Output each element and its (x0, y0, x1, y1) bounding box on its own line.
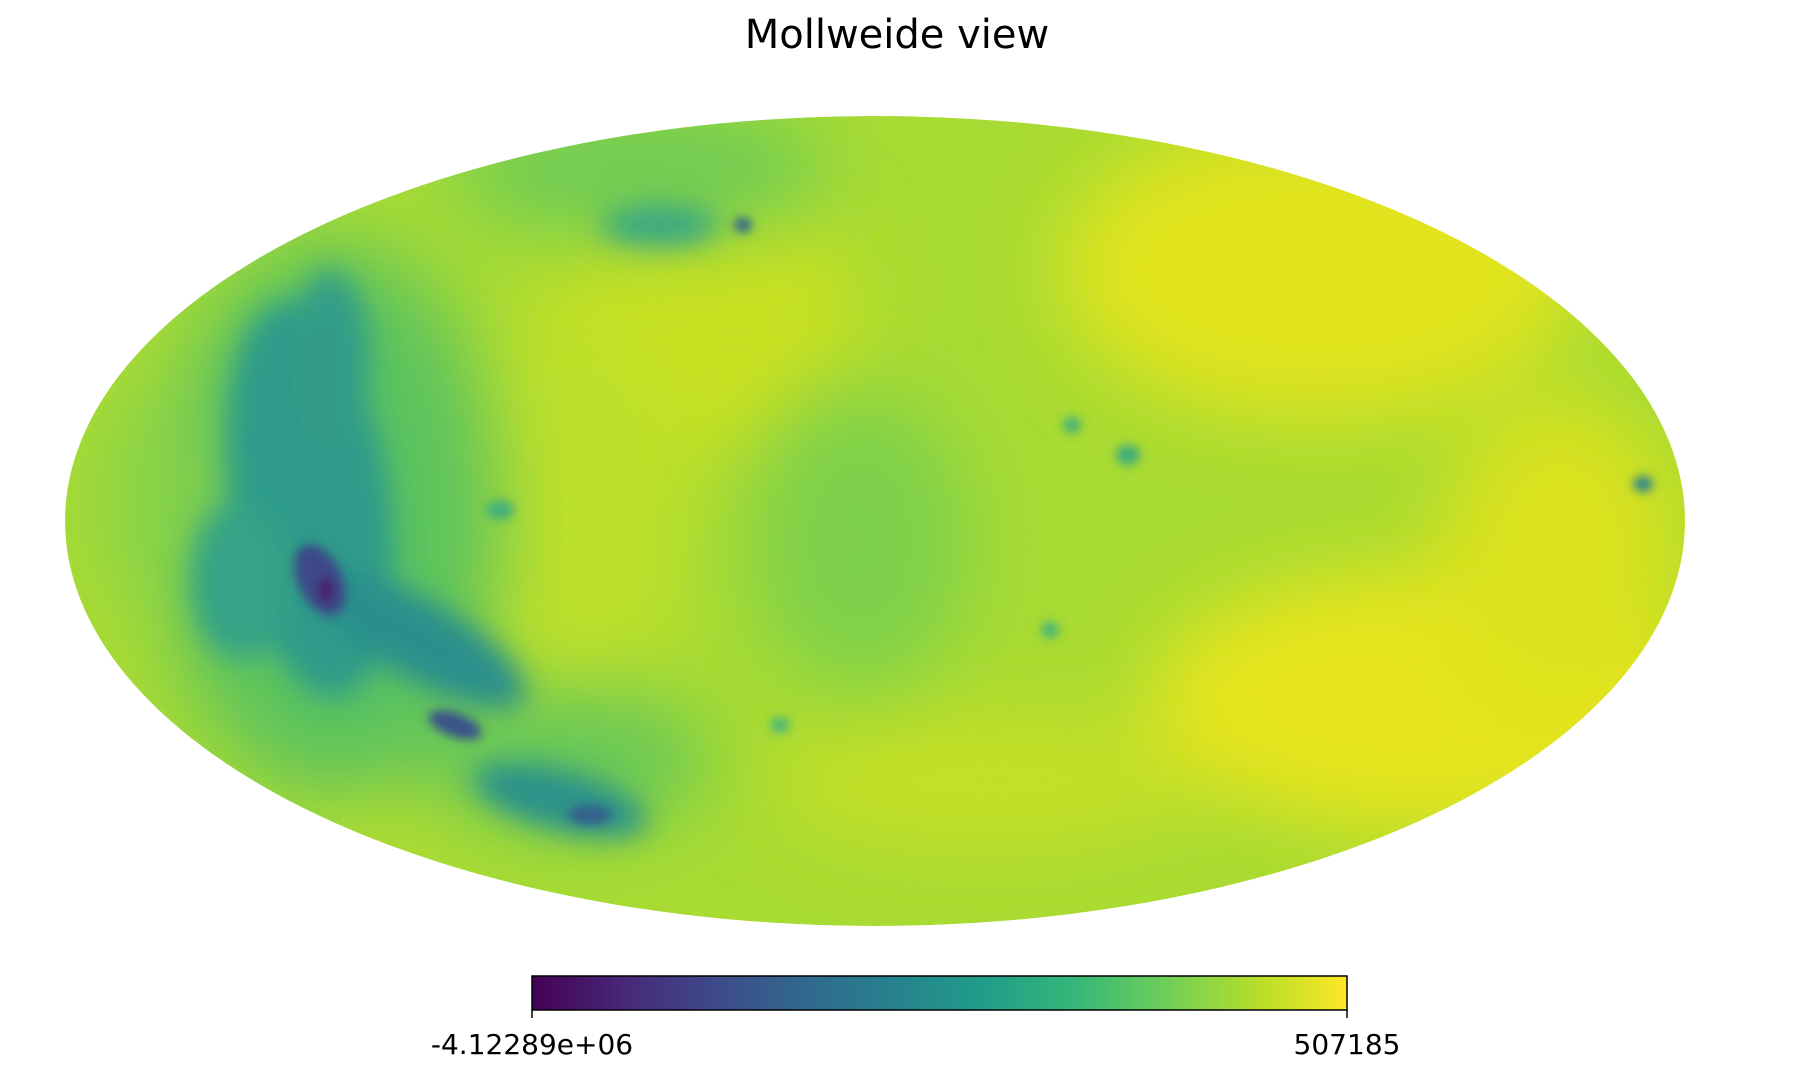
colorbar-min-label: -4.12289e+06 (430, 1028, 634, 1061)
plot-title: Mollweide view (744, 12, 1050, 58)
map-low-band (190, 205, 720, 838)
map-minima (294, 217, 1653, 825)
colorbar-gradient (531, 975, 1348, 1011)
colorbar (531, 975, 1348, 1018)
sky-map-field (65, 116, 1685, 926)
colorbar-max-label: 507185 (1293, 1028, 1401, 1061)
